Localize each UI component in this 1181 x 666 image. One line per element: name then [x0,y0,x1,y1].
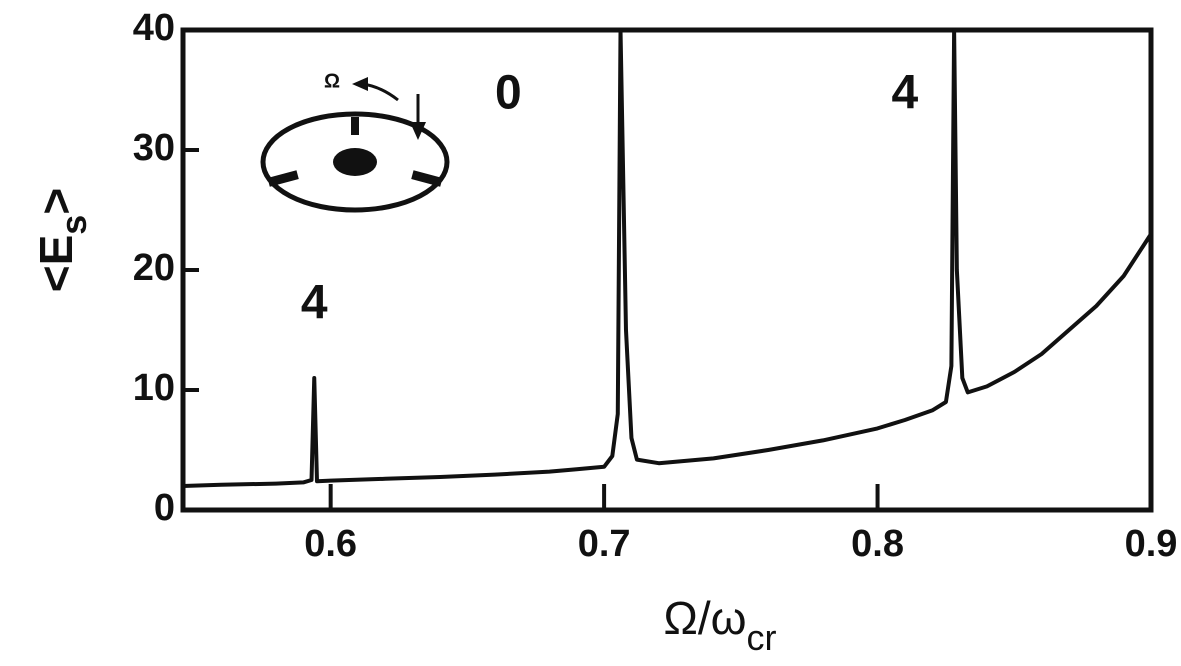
y-tick-label: 0 [154,487,175,529]
disk-core [333,148,377,176]
x-tick-label: 0.9 [1125,523,1178,565]
x-axis-label: Ω/ωcr [663,592,776,657]
annotation: 4 [892,67,919,120]
y-label-sub: s [53,215,94,235]
x-tick-label: 0.6 [304,523,357,565]
annotation: 4 [301,277,328,330]
y-tick-label: 30 [133,127,175,169]
inset-diagram: Ω [260,70,450,213]
x-label-sub: cr [747,617,777,658]
curve [182,28,1153,488]
annotation: 0 [495,67,522,120]
disk-bar [267,170,299,187]
y-axis-label: <Es> [30,188,93,292]
disk-outline [260,111,450,213]
y-label-main: <E [30,235,82,293]
x-tick-label: 0.8 [851,523,904,565]
y-label-end: > [30,188,82,215]
x-tick-label: 0.7 [578,523,631,565]
arrow-head [410,122,426,140]
disk-bar [351,117,359,135]
y-tick-label: 40 [133,7,175,49]
y-tick-label: 20 [133,247,175,289]
inset-label: Ω [324,70,340,92]
plot-frame [180,27,1154,513]
x-label-main: Ω/ω [663,592,746,644]
y-tick-label: 10 [133,367,175,409]
arrow-head [352,77,368,91]
disk-bar [411,170,443,187]
